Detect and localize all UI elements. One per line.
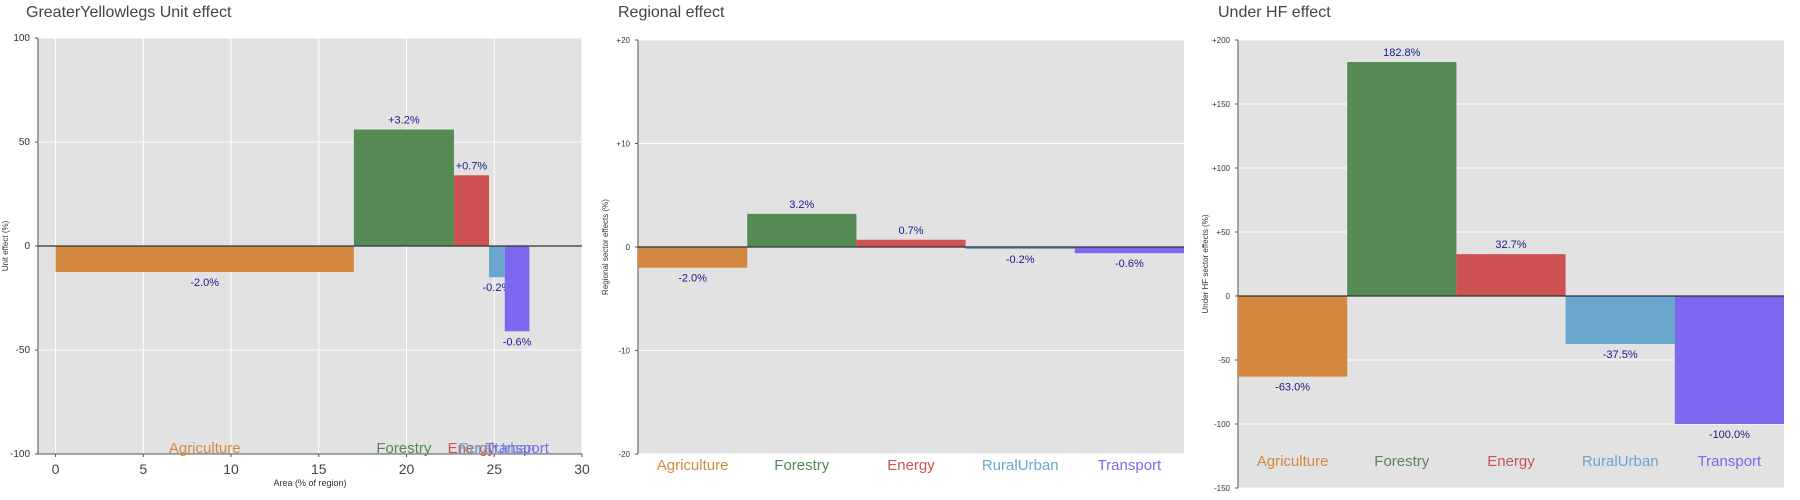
- data-label: -0.6%: [503, 336, 532, 348]
- category-label: RuralUrban: [1582, 453, 1659, 470]
- y-tick-label: -20: [618, 450, 630, 459]
- bar-forestry: [747, 213, 857, 247]
- bar-ruralurban: [965, 247, 1075, 250]
- regional-effect-chart: -20 -10 0 +10 +20 Regional sector effects (%)…: [601, 36, 1184, 474]
- category-label: Transport: [1098, 457, 1162, 474]
- x-axis-label: Area (% of region): [273, 478, 346, 488]
- data-label: 32.7%: [1495, 239, 1526, 251]
- category-label: Agriculture: [169, 440, 241, 457]
- bar-transport: [504, 246, 530, 332]
- data-label: -0.2%: [483, 282, 512, 294]
- bar-agriculture: [55, 246, 354, 272]
- y-tick-label: -50: [16, 345, 31, 356]
- y-tick-label: 0: [1226, 292, 1231, 301]
- under-hf-effect-title: Under HF effect: [1218, 4, 1331, 21]
- x-tick-label: 20: [399, 461, 415, 477]
- y-axis-label: Under HF sector effects (%): [1201, 214, 1210, 313]
- y-tick-label: 0: [24, 241, 30, 252]
- y-tick-label: 50: [19, 137, 31, 148]
- bar-ruralurban: [488, 246, 505, 278]
- category-label: Transport: [1698, 453, 1762, 470]
- x-tick-label: 25: [486, 461, 502, 477]
- data-label: -0.6%: [1115, 258, 1144, 270]
- category-label: Energy: [448, 440, 496, 457]
- data-label: -2.0%: [190, 277, 219, 289]
- data-label: -37.5%: [1603, 349, 1638, 361]
- y-tick-label: -10: [618, 347, 630, 356]
- data-label: -63.0%: [1275, 382, 1310, 394]
- y-tick-label: 0: [626, 243, 631, 252]
- category-label: Transport: [485, 440, 549, 457]
- y-tick-label: 100: [13, 33, 30, 44]
- under-hf-effect-chart: -150 -100 -50 0 +50 +100 +150 +200 Under HF sect…: [1201, 36, 1784, 493]
- category-label: RuralUrban: [982, 457, 1059, 474]
- y-tick-label: +200: [1212, 36, 1231, 45]
- bar-transport: [1074, 247, 1184, 254]
- y-tick-label: +50: [1216, 228, 1230, 237]
- data-label: -0.2%: [1006, 254, 1035, 266]
- bar-forestry: [353, 129, 454, 246]
- bar-agriculture: [1238, 296, 1348, 377]
- data-label: 182.8%: [1383, 47, 1421, 59]
- y-tick-label: -100: [10, 449, 30, 460]
- unit-effect-title: GreaterYellowlegs Unit effect: [26, 4, 232, 21]
- category-label: Agriculture: [1257, 453, 1329, 470]
- y-tick-label: -150: [1214, 484, 1231, 493]
- data-label: +0.7%: [456, 160, 488, 172]
- bar-energy: [856, 239, 966, 247]
- category-label: Energy: [1487, 453, 1535, 470]
- category-label: Energy: [887, 457, 935, 474]
- bar-ruralurban: [1565, 296, 1675, 344]
- regional-effect-title: Regional effect: [618, 4, 725, 21]
- x-tick-label: 5: [139, 461, 147, 477]
- y-axis-label: Regional sector effects (%): [601, 199, 610, 295]
- unit-effect-chart: -100 -50 0 50 100 Unit effect (%) 0 5 10 15 20 25 30…: [1, 33, 590, 488]
- category-label: RuralUrban: [459, 440, 536, 457]
- x-tick-label: 10: [223, 461, 239, 477]
- bar-agriculture: [638, 247, 748, 268]
- y-tick-label: +150: [1212, 100, 1231, 109]
- y-tick-label: +10: [616, 140, 630, 149]
- x-tick-label: 30: [574, 461, 590, 477]
- bar-transport: [1674, 296, 1784, 424]
- category-label: Forestry: [1374, 453, 1430, 470]
- data-label: -2.0%: [678, 273, 707, 285]
- data-label: 0.7%: [898, 225, 923, 237]
- category-label: Forestry: [376, 440, 432, 457]
- bar-forestry: [1347, 62, 1457, 297]
- bar-energy: [1456, 254, 1566, 296]
- x-tick-label: 15: [311, 461, 327, 477]
- data-label: 3.2%: [789, 199, 814, 211]
- y-tick-label: +100: [1212, 164, 1231, 173]
- bar-energy: [453, 175, 489, 246]
- data-label: +3.2%: [388, 115, 420, 127]
- y-tick-label: +20: [616, 36, 630, 45]
- data-label: -100.0%: [1709, 429, 1750, 441]
- y-tick-label: -100: [1214, 420, 1231, 429]
- y-axis-label: Unit effect (%): [1, 220, 10, 271]
- y-tick-label: -50: [1218, 356, 1230, 365]
- x-tick-label: 0: [52, 461, 60, 477]
- category-label: Forestry: [774, 457, 830, 474]
- category-label: Agriculture: [657, 457, 729, 474]
